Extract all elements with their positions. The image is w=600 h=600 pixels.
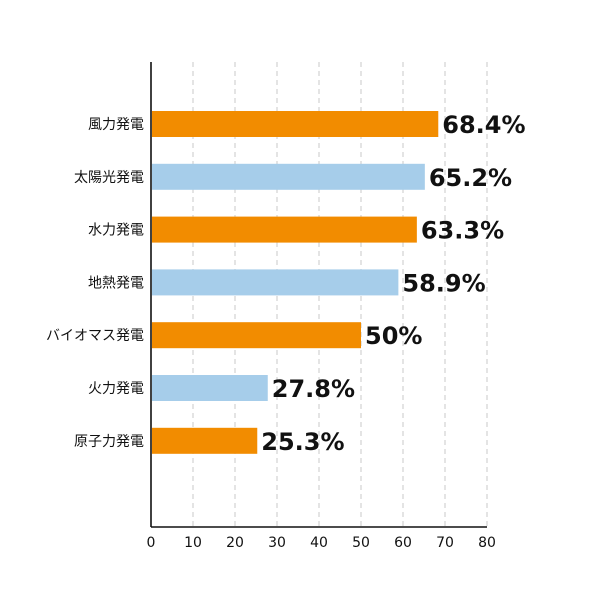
- data-label: 25.3%: [261, 428, 344, 456]
- bar: [152, 375, 268, 401]
- bar: [152, 163, 425, 190]
- category-label: 風力発電: [88, 117, 144, 133]
- x-tick-label: 70: [436, 535, 454, 551]
- data-labels: 68.4% 65.2% 63.3% 58.9% 50% 27.8% 25.3%: [261, 111, 525, 456]
- x-tick-label: 40: [310, 535, 328, 551]
- category-label: 太陽光発電: [74, 170, 144, 186]
- bar: [152, 216, 417, 243]
- bar: [152, 322, 361, 349]
- bar: [152, 269, 399, 296]
- x-tick-label: 30: [268, 535, 286, 551]
- x-tick-label: 0: [147, 535, 156, 551]
- x-tick-label: 80: [478, 535, 496, 551]
- bar: [152, 111, 439, 137]
- x-tick-label: 50: [352, 535, 370, 551]
- bar-series: [152, 111, 439, 454]
- data-label: 50%: [365, 322, 422, 350]
- axes: [150, 62, 487, 528]
- bar: [152, 427, 258, 454]
- x-tick-label: 10: [184, 535, 202, 551]
- category-label: 原子力発電: [74, 434, 144, 450]
- x-tick-label: 60: [394, 535, 412, 551]
- data-label: 63.3%: [421, 217, 504, 245]
- category-label: 水力発電: [88, 223, 144, 239]
- category-label: バイオマス発電: [46, 328, 144, 344]
- x-tick-labels: 0 10 20 30 40 50 60 70 80: [147, 535, 496, 551]
- x-tick-label: 20: [226, 535, 244, 551]
- data-label: 58.9%: [402, 269, 485, 297]
- data-label: 65.2%: [429, 164, 512, 192]
- data-label: 68.4%: [442, 111, 525, 139]
- category-label: 地熱発電: [88, 275, 144, 291]
- category-label: 火力発電: [88, 381, 144, 397]
- data-label: 27.8%: [272, 375, 355, 403]
